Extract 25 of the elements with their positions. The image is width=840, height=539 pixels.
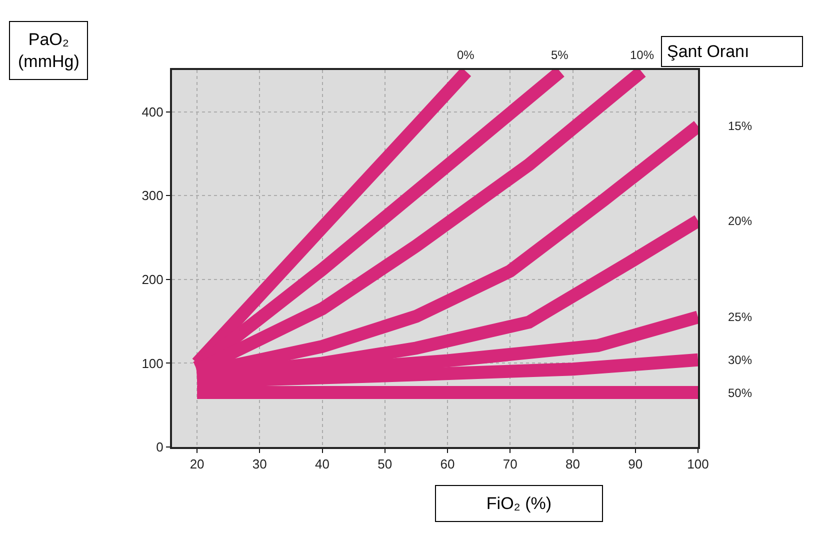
x-tick-label: 80 [566,456,580,472]
x-tick-label: 100 [687,456,709,472]
x-tick-label: 30 [252,456,267,472]
y-tick-label: 0 [156,440,164,455]
x-tick-label: 60 [440,456,455,472]
text: 50% [728,386,752,400]
text: 15% [728,119,752,133]
series-label: 0% [457,48,475,62]
series-label: 5% [551,48,569,62]
x-tick-label: 20 [190,456,204,472]
y-tick-label: 200 [142,272,164,287]
series-label: 10% [630,48,654,62]
y-axis-title: PaO₂ (mmHg) [18,30,80,72]
x-tick-label: 90 [628,456,643,472]
text: 30% [728,353,752,367]
x-tick-label: 40 [315,456,330,472]
text: 20% [728,214,752,228]
x-axis-title: FiO₂ (%) [486,494,552,513]
y-tick-label: 100 [142,356,164,371]
x-tick-label: 50 [378,456,392,472]
x-tick-label: 70 [502,456,518,472]
y-tick-label: 400 [142,104,164,120]
y-tick-label: 300 [142,188,164,204]
legend-title: Şant Oranı [667,42,750,61]
text: 25% [728,310,752,324]
